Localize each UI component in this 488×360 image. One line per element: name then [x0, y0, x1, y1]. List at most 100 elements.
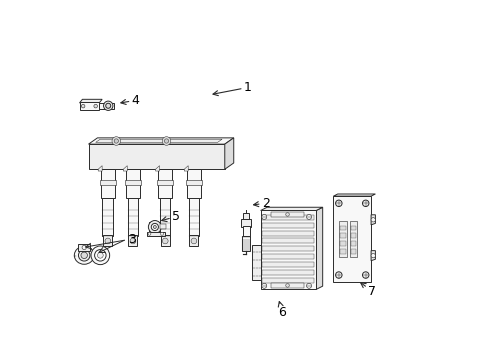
Circle shape: [261, 215, 266, 220]
Bar: [339, 226, 345, 230]
Bar: [242, 236, 250, 251]
Circle shape: [112, 137, 121, 145]
Circle shape: [335, 200, 341, 207]
Circle shape: [94, 249, 106, 261]
Bar: [262, 254, 314, 259]
Bar: [350, 241, 356, 246]
Bar: [260, 211, 316, 289]
Circle shape: [306, 283, 311, 288]
Text: 6: 6: [278, 302, 286, 319]
Polygon shape: [96, 139, 222, 142]
Bar: [187, 169, 201, 198]
Circle shape: [362, 200, 368, 207]
Polygon shape: [88, 144, 224, 169]
Bar: [271, 212, 303, 217]
Bar: [262, 246, 314, 251]
Circle shape: [285, 284, 289, 287]
Circle shape: [91, 246, 109, 265]
Polygon shape: [260, 207, 322, 211]
Bar: [101, 169, 115, 198]
Circle shape: [81, 104, 85, 108]
Circle shape: [335, 272, 341, 278]
Polygon shape: [146, 232, 164, 235]
Bar: [350, 249, 356, 253]
Bar: [339, 241, 345, 246]
Bar: [188, 198, 198, 235]
Bar: [102, 198, 112, 235]
Polygon shape: [241, 220, 251, 226]
Bar: [189, 234, 198, 246]
Bar: [103, 234, 112, 246]
Bar: [339, 249, 345, 253]
Circle shape: [148, 221, 161, 233]
Bar: [127, 198, 137, 235]
Bar: [80, 102, 99, 110]
Circle shape: [105, 238, 110, 244]
Circle shape: [164, 139, 168, 143]
Polygon shape: [370, 215, 375, 225]
Bar: [100, 180, 116, 185]
Bar: [349, 221, 357, 257]
Circle shape: [162, 137, 170, 145]
Polygon shape: [123, 166, 127, 171]
Circle shape: [191, 238, 196, 244]
Bar: [243, 226, 249, 237]
Bar: [262, 223, 314, 228]
Bar: [262, 230, 314, 235]
Ellipse shape: [81, 252, 87, 258]
Bar: [251, 244, 261, 280]
Circle shape: [285, 213, 289, 216]
Circle shape: [370, 253, 375, 258]
Circle shape: [160, 232, 163, 235]
Bar: [243, 213, 249, 220]
Bar: [78, 244, 90, 251]
Polygon shape: [98, 166, 102, 171]
Circle shape: [130, 238, 136, 244]
Bar: [271, 283, 303, 288]
Circle shape: [261, 283, 266, 288]
Bar: [157, 180, 173, 185]
Bar: [350, 233, 356, 238]
Circle shape: [97, 252, 103, 258]
Bar: [338, 221, 346, 257]
Text: 2: 2: [253, 197, 269, 210]
Bar: [128, 234, 137, 246]
Circle shape: [105, 103, 110, 108]
Polygon shape: [333, 194, 375, 196]
Bar: [262, 270, 314, 275]
Circle shape: [153, 226, 156, 228]
Ellipse shape: [74, 246, 94, 264]
Bar: [160, 198, 169, 235]
Polygon shape: [184, 166, 188, 171]
Bar: [99, 103, 113, 109]
Text: 3: 3: [128, 233, 136, 246]
Bar: [262, 215, 314, 220]
Bar: [125, 180, 141, 185]
Text: 4: 4: [121, 94, 139, 107]
Bar: [185, 180, 202, 185]
Bar: [262, 278, 314, 283]
Circle shape: [362, 272, 368, 278]
Bar: [339, 233, 345, 238]
Circle shape: [82, 245, 86, 249]
Polygon shape: [88, 138, 233, 144]
Circle shape: [162, 238, 168, 244]
Circle shape: [103, 101, 113, 111]
Bar: [350, 226, 356, 230]
Text: 5: 5: [162, 210, 180, 223]
Polygon shape: [370, 251, 375, 261]
Ellipse shape: [78, 249, 90, 261]
Circle shape: [151, 224, 158, 230]
Text: 1: 1: [213, 81, 251, 96]
Circle shape: [114, 139, 118, 143]
Polygon shape: [155, 166, 159, 171]
Bar: [158, 169, 172, 198]
Circle shape: [148, 232, 151, 235]
Bar: [262, 262, 314, 267]
Bar: [126, 169, 140, 198]
Polygon shape: [316, 207, 322, 289]
Polygon shape: [224, 138, 233, 169]
Polygon shape: [80, 99, 102, 103]
Circle shape: [306, 215, 311, 220]
Bar: [333, 196, 370, 282]
